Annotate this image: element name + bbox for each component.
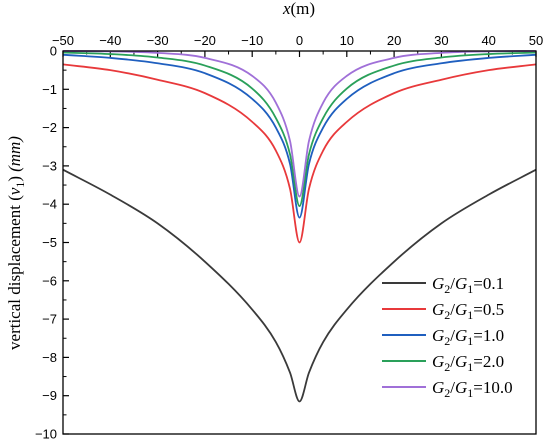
series-line <box>62 51 537 208</box>
y-tick-label: −6 <box>42 273 57 288</box>
y-tick-label: −9 <box>42 388 57 403</box>
y-axis-ticks: 0 −1 −2 −3 −4 −5 −6 −7 −8 −9 −10 <box>35 44 69 442</box>
series-line <box>62 53 537 219</box>
y-tick-label: −10 <box>35 427 57 442</box>
y-tick-label: −8 <box>42 350 57 365</box>
x-tick-label: 0 <box>296 33 303 48</box>
legend: G2/G1=0.1 G2/G1=0.5 G2/G1=1.0 G2/G1=2.0 G2/G… <box>382 274 513 400</box>
x-tick-label: 10 <box>340 33 354 48</box>
y-axis-title: vertical displacement (v1)(mm) <box>5 136 27 350</box>
legend-label: G2/G1=2.0 <box>432 352 504 374</box>
x-tick-label: 20 <box>387 33 401 48</box>
legend-label: G2/G1=0.1 <box>432 274 504 296</box>
x-axis-title: x(m) <box>282 0 315 18</box>
plot-frame <box>62 50 537 435</box>
x-tick-label: −40 <box>99 33 121 48</box>
x-tick-label: −30 <box>147 33 169 48</box>
x-tick-label: 30 <box>434 33 448 48</box>
series-line <box>62 168 537 403</box>
x-tick-label: −50 <box>52 33 74 48</box>
x-tick-label: −20 <box>194 33 216 48</box>
legend-label: G2/G1=1.0 <box>432 326 504 348</box>
x-axis-ticks: −50 −40 −30 −20 −10 0 10 20 30 40 50 <box>52 33 543 57</box>
y-tick-label: −2 <box>42 120 57 135</box>
legend-label: G2/G1=0.5 <box>432 300 504 322</box>
series-line <box>62 50 537 198</box>
y-tick-label: 0 <box>50 44 57 59</box>
x-tick-label: 40 <box>481 33 495 48</box>
y-tick-label: −4 <box>42 197 57 212</box>
y-tick-label: −7 <box>42 312 57 327</box>
y-tick-label: −5 <box>42 235 57 250</box>
legend-label: G2/G1=10.0 <box>432 378 513 400</box>
series-lines <box>62 50 537 403</box>
y-tick-label: −1 <box>42 82 57 97</box>
x-tick-label: −10 <box>241 33 263 48</box>
x-tick-label: 50 <box>529 33 543 48</box>
y-tick-label: −3 <box>42 158 57 173</box>
series-line <box>62 63 537 244</box>
